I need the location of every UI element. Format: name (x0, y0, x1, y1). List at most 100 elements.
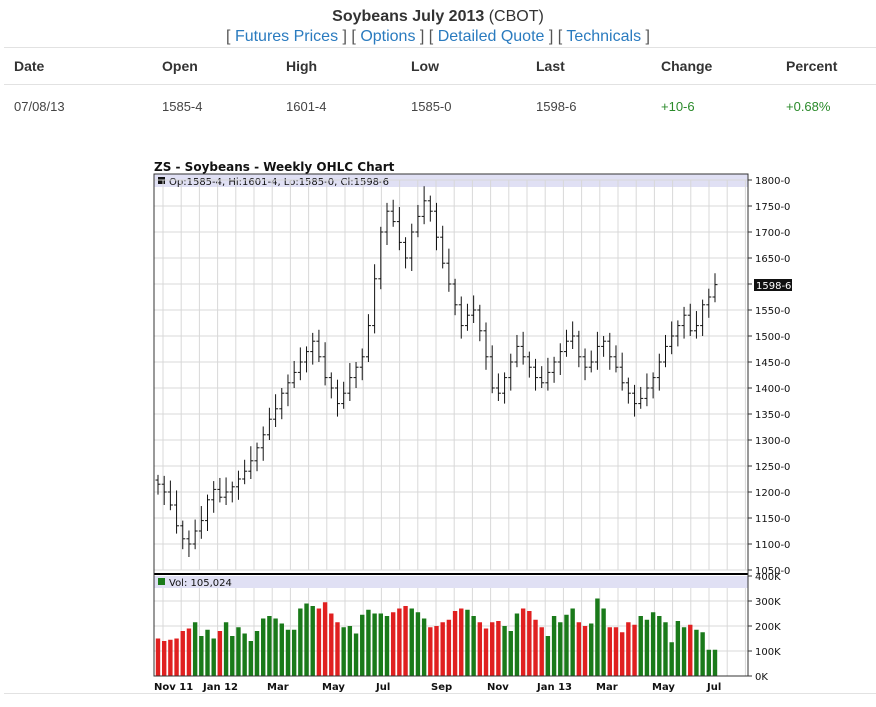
price-tick-label: 1300-0 (755, 436, 790, 447)
page-footer-divider (4, 693, 876, 694)
volume-bar (589, 623, 594, 676)
volume-bar (694, 629, 699, 676)
exchange-label: (CBOT) (488, 8, 544, 25)
volume-bar (192, 622, 198, 676)
volume-bar (248, 641, 254, 676)
time-tick-label: May (652, 682, 675, 693)
price-legend-text: Op:1585-4, Hi:1601-4, Lo:1585-0, Cl:1598… (169, 177, 389, 188)
volume-bar (409, 608, 414, 676)
time-tick-label: May (322, 682, 345, 693)
volume-bar (675, 621, 681, 676)
volume-bar (298, 608, 303, 676)
time-tick-label: Sep (431, 682, 452, 693)
volume-bar (310, 606, 315, 676)
volume-bar (477, 622, 483, 676)
volume-bar (582, 626, 588, 676)
time-tick-label: Mar (267, 682, 289, 693)
volume-bar (316, 608, 322, 676)
volume-bar (483, 628, 489, 676)
volume-bar (304, 603, 309, 676)
volume-bar (508, 631, 513, 676)
volume-bar (236, 627, 241, 676)
cell-low: 1585-0 (411, 98, 452, 114)
volume-bar (607, 627, 612, 676)
volume-tick-label: 100K (755, 647, 781, 658)
price-tick-label: 1750-0 (755, 202, 790, 213)
volume-bar (440, 622, 445, 676)
price-axis-labels: 1800-01750-01700-01650-01600-01550-01500… (755, 176, 790, 577)
volume-bar (471, 616, 476, 676)
time-axis-labels: Nov 11 Jan 12 Mar May Jul Sep Nov Jan 13 Mar May J… (154, 682, 721, 693)
volume-bar (168, 639, 173, 676)
volume-bar (496, 621, 501, 676)
volume-bar (539, 627, 544, 676)
price-tick-label: 1150-0 (755, 514, 790, 525)
volume-bar (322, 602, 328, 676)
volume-bar (601, 608, 606, 676)
futures-prices-link[interactable]: Futures Prices (234, 28, 339, 45)
volume-bar (644, 619, 650, 676)
quote-table: Date Open High Low Last Change Percent 0… (4, 47, 876, 127)
volume-bar (520, 608, 526, 676)
price-tick-label: 1450-0 (755, 358, 790, 369)
col-percent: Percent (786, 47, 876, 85)
volume-bar (452, 611, 458, 676)
col-change: Change (661, 47, 786, 85)
cell-percent: +0.68% (786, 98, 831, 114)
volume-bar (415, 612, 421, 676)
chart-grid (154, 179, 752, 677)
cell-open: 1585-4 (162, 98, 203, 114)
time-tick-label: Jan 12 (202, 682, 238, 693)
volume-bar (360, 614, 365, 676)
volume-bar (533, 619, 538, 676)
cell-change: +10-6 (661, 98, 695, 114)
volume-bar (341, 627, 346, 676)
options-link[interactable]: Options (360, 28, 416, 45)
volume-bar (490, 622, 495, 676)
volume-bar (428, 627, 433, 676)
volume-bar (199, 636, 204, 676)
volume-tick-label: 300K (755, 597, 781, 608)
volume-bars (155, 598, 718, 676)
volume-bar (186, 628, 192, 676)
table-row: 07/08/13 1585-4 1601-4 1585-0 1598-6 +10… (4, 85, 876, 128)
volume-bar (329, 613, 334, 676)
volume-bar (465, 609, 470, 676)
volume-bar (632, 624, 637, 676)
time-tick-label: Jul (375, 682, 390, 693)
volume-bar (558, 622, 563, 676)
col-low: Low (411, 47, 536, 85)
volume-bar (700, 632, 705, 676)
volume-bar (434, 626, 439, 676)
ohlc-bars (155, 186, 718, 557)
volume-bar (619, 632, 625, 676)
page-header: Soybeans July 2013 (CBOT) [ Futures Pric… (0, 8, 876, 46)
volume-bar (650, 612, 656, 676)
volume-bar (551, 616, 557, 676)
volume-bar (712, 649, 718, 676)
volume-bar (211, 638, 216, 676)
contract-name: Soybeans July 2013 (332, 8, 485, 25)
volume-bar (291, 629, 297, 676)
technicals-link[interactable]: Technicals (566, 28, 642, 45)
volume-bar (205, 629, 210, 676)
last-price-label: 1598-6 (756, 281, 791, 292)
volume-bar (155, 638, 161, 676)
col-high: High (286, 47, 411, 85)
volume-bar (161, 641, 167, 676)
volume-bar (595, 598, 600, 676)
time-tick-label: Jul (706, 682, 721, 693)
volume-bar (403, 606, 408, 676)
price-tick-label: 1700-0 (755, 228, 790, 239)
detailed-quote-link[interactable]: Detailed Quote (437, 28, 545, 45)
volume-bar (669, 642, 674, 676)
volume-bar (681, 627, 687, 676)
volume-bar (421, 618, 427, 676)
volume-bar (261, 618, 266, 676)
volume-bar (626, 622, 631, 676)
volume-bar (217, 631, 223, 676)
volume-bar (384, 616, 390, 676)
volume-bar (663, 622, 668, 676)
price-tick-label: 1650-0 (755, 254, 790, 265)
volume-bar (366, 609, 371, 676)
